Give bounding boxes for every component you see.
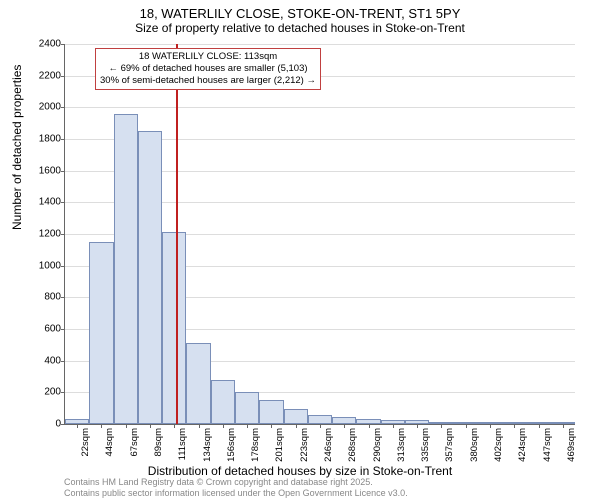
chart-container: 18, WATERLILY CLOSE, STOKE-ON-TRENT, ST1… <box>0 0 600 500</box>
ytick-label: 0 <box>55 419 61 430</box>
xtick-mark <box>174 424 175 428</box>
xtick-mark <box>223 424 224 428</box>
xtick-mark <box>77 424 78 428</box>
chart-subtitle: Size of property relative to detached ho… <box>0 21 600 37</box>
ytick-label: 200 <box>44 387 61 398</box>
ytick-label: 1800 <box>39 134 61 145</box>
xtick-label: 402sqm <box>493 428 504 462</box>
xtick-label: 178sqm <box>250 428 261 462</box>
xtick-label: 469sqm <box>566 428 577 462</box>
xtick-mark <box>563 424 564 428</box>
xtick-mark <box>320 424 321 428</box>
ytick-label: 1400 <box>39 197 61 208</box>
xtick-label: 223sqm <box>299 428 310 462</box>
xtick-mark <box>150 424 151 428</box>
gridline-h <box>65 107 575 108</box>
xtick-label: 111sqm <box>177 428 188 460</box>
attribution: Contains HM Land Registry data © Crown c… <box>64 477 408 498</box>
xtick-label: 380sqm <box>469 428 480 462</box>
xtick-mark <box>490 424 491 428</box>
ytick-mark <box>61 266 65 267</box>
xtick-label: 447sqm <box>542 428 553 462</box>
ytick-mark <box>61 329 65 330</box>
xtick-label: 357sqm <box>444 428 455 462</box>
ytick-label: 1600 <box>39 165 61 176</box>
ytick-label: 2000 <box>39 102 61 113</box>
ytick-label: 400 <box>44 355 61 366</box>
histogram-bar <box>186 343 210 424</box>
histogram-bar <box>308 415 332 424</box>
xtick-label: 22sqm <box>80 428 91 457</box>
ytick-mark <box>61 361 65 362</box>
xtick-mark <box>514 424 515 428</box>
xtick-mark <box>466 424 467 428</box>
xtick-label: 335sqm <box>420 428 431 462</box>
attribution-line: Contains public sector information licen… <box>64 488 408 498</box>
annotation-box: 18 WATERLILY CLOSE: 113sqm ← 69% of deta… <box>95 48 321 90</box>
xtick-label: 290sqm <box>372 428 383 462</box>
xtick-label: 134sqm <box>202 428 213 462</box>
xtick-label: 268sqm <box>347 428 358 462</box>
ytick-mark <box>61 297 65 298</box>
ytick-mark <box>61 234 65 235</box>
xtick-label: 89sqm <box>153 428 164 457</box>
ytick-mark <box>61 392 65 393</box>
plot-area: 0200400600800100012001400160018002000220… <box>64 44 575 425</box>
xtick-mark <box>199 424 200 428</box>
histogram-bar <box>332 417 356 424</box>
histogram-bar <box>259 400 283 424</box>
xtick-mark <box>393 424 394 428</box>
ytick-label: 600 <box>44 324 61 335</box>
ytick-label: 1000 <box>39 260 61 271</box>
xtick-label: 201sqm <box>274 428 285 462</box>
xtick-mark <box>271 424 272 428</box>
gridline-h <box>65 44 575 45</box>
ytick-mark <box>61 107 65 108</box>
xtick-label: 67sqm <box>129 428 140 457</box>
annotation-line: 18 WATERLILY CLOSE: 113sqm <box>100 51 316 63</box>
xtick-label: 313sqm <box>396 428 407 462</box>
ytick-label: 1200 <box>39 229 61 240</box>
xtick-label: 156sqm <box>226 428 237 462</box>
histogram-bar <box>235 392 259 424</box>
x-axis-label: Distribution of detached houses by size … <box>0 464 600 478</box>
xtick-mark <box>417 424 418 428</box>
xtick-mark <box>369 424 370 428</box>
xtick-mark <box>539 424 540 428</box>
ytick-label: 2400 <box>39 39 61 50</box>
ytick-mark <box>61 139 65 140</box>
ytick-mark <box>61 202 65 203</box>
ytick-label: 800 <box>44 292 61 303</box>
attribution-line: Contains HM Land Registry data © Crown c… <box>64 477 408 487</box>
xtick-label: 424sqm <box>517 428 528 462</box>
reference-line <box>176 44 178 424</box>
ytick-label: 2200 <box>39 70 61 81</box>
xtick-mark <box>247 424 248 428</box>
ytick-mark <box>61 171 65 172</box>
ytick-mark <box>61 76 65 77</box>
histogram-bar <box>114 114 138 424</box>
xtick-label: 246sqm <box>323 428 334 462</box>
y-axis-label: Number of detached properties <box>10 65 24 230</box>
histogram-bar <box>138 131 162 424</box>
histogram-bar <box>162 232 186 424</box>
xtick-mark <box>101 424 102 428</box>
annotation-line: ← 69% of detached houses are smaller (5,… <box>100 63 316 75</box>
histogram-bar <box>211 380 235 424</box>
xtick-mark <box>126 424 127 428</box>
xtick-label: 44sqm <box>104 428 115 457</box>
ytick-mark <box>61 424 65 425</box>
xtick-mark <box>296 424 297 428</box>
xtick-mark <box>344 424 345 428</box>
annotation-line: 30% of semi-detached houses are larger (… <box>100 75 316 87</box>
chart-title: 18, WATERLILY CLOSE, STOKE-ON-TRENT, ST1… <box>0 0 600 21</box>
ytick-mark <box>61 44 65 45</box>
xtick-mark <box>441 424 442 428</box>
histogram-bar <box>89 242 113 424</box>
histogram-bar <box>284 409 308 424</box>
